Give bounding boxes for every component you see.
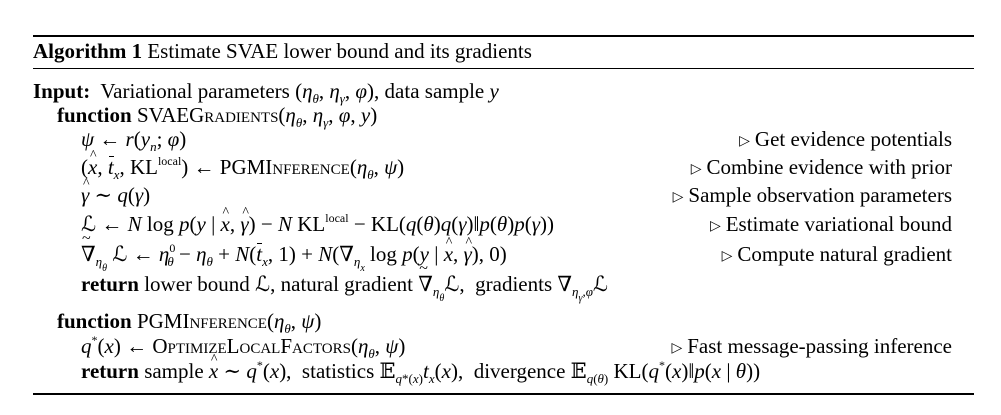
comment-triangle-icon: ▷	[672, 190, 684, 205]
function-svae-gradients: function SVAEGradients(ηθ, ηγ, φ, y)	[57, 103, 378, 130]
comment-5: ▷ Compute natural gradient	[722, 240, 952, 268]
comment-triangle-icon: ▷	[671, 341, 683, 356]
return-line-2: return sample x ∼ q*(x), statistics 𝔼q*(…	[81, 346, 760, 385]
comment-4: ▷ Estimate variational bound	[710, 210, 952, 238]
input-keyword: Input:	[33, 79, 91, 103]
algorithm-line-2: (x, tx, KLlocal) ← PGMInference(ηθ, ψ)	[81, 142, 404, 181]
comment-1: ▷ Get evidence potentials	[739, 125, 952, 153]
algorithm-line-5: ∇ηθ ℒ ← η0θ − ηθ + N(tx, 1) + N(∇ηx log …	[81, 225, 507, 274]
comment-7: ▷ Fast message-passing inference	[671, 332, 952, 360]
comment-3: ▷ Sample observation parameters	[673, 181, 952, 209]
algorithm-line-4: ℒ ← N log p(y | x, γ) − N KLlocal − KL(q…	[81, 199, 554, 238]
comment-triangle-icon: ▷	[690, 162, 702, 177]
algorithm-caption: Algorithm 1 Estimate SVAE lower bound an…	[33, 37, 532, 65]
function-pgm-inference: function PGMInference(ηθ, ψ)	[57, 309, 322, 336]
input-line: Input: Variational parameters (ηθ, ηγ, φ…	[33, 79, 499, 106]
caption-rule	[33, 68, 974, 69]
comment-triangle-icon: ▷	[709, 219, 721, 234]
return-keyword: return	[81, 272, 139, 296]
comment-triangle-icon: ▷	[739, 134, 750, 149]
algorithm-label: Algorithm 1	[33, 39, 143, 63]
comment-2: ▷ Combine evidence with prior	[691, 153, 952, 181]
comment-triangle-icon: ▷	[721, 249, 733, 264]
return-keyword: return	[81, 359, 139, 383]
algorithm-line-3: γ ∼ q(γ)	[81, 170, 150, 209]
function-keyword: function	[57, 103, 132, 127]
bottom-rule	[33, 393, 974, 395]
top-rule	[33, 35, 974, 37]
algorithm-line-7: q*(x) ← OptimizeLocalFactors(ηθ, ψ)	[81, 333, 406, 361]
function-keyword: function	[57, 309, 132, 333]
algorithm-title: Estimate SVAE lower bound and its gradie…	[147, 39, 532, 63]
return-line-1: return lower bound ℒ, natural gradient ∇…	[81, 255, 608, 304]
